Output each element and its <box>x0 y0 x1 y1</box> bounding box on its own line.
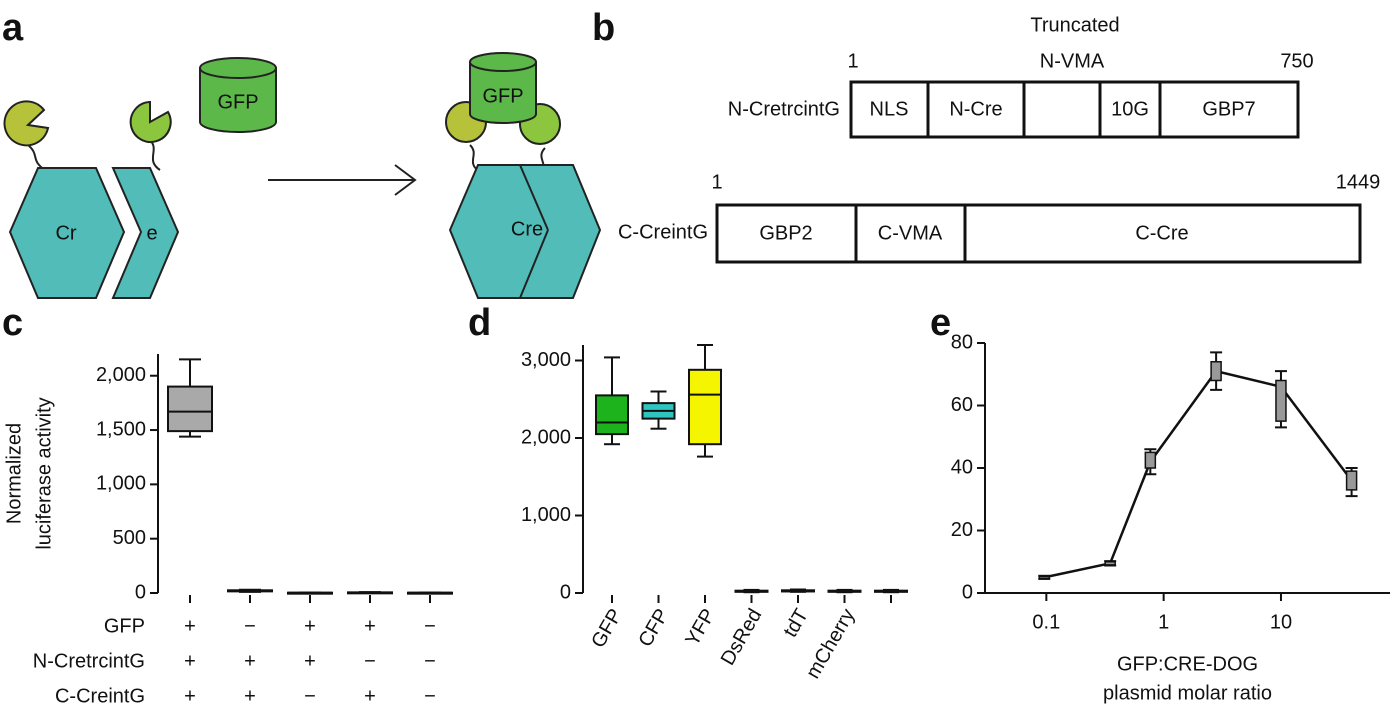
condition-sign: + <box>184 615 196 637</box>
y-tick-label: 2,000 <box>96 364 146 386</box>
series-line <box>1043 369 1353 579</box>
condition-sign: + <box>184 685 196 707</box>
condition-sign: + <box>244 650 256 672</box>
y-tick-label: 3,000 <box>521 349 571 371</box>
x-tick-label: CFP <box>634 605 673 651</box>
condition-sign: − <box>364 650 376 672</box>
y-tick-label: 40 <box>951 456 973 478</box>
protein-label: GFP <box>482 85 523 107</box>
panel-letter: c <box>2 302 23 344</box>
condition-name: GFP <box>104 615 145 637</box>
condition-sign: − <box>424 650 436 672</box>
segment: GBP2 <box>759 222 812 244</box>
protein-label: GFP <box>217 91 258 113</box>
segment: C-Cre <box>1135 222 1188 244</box>
y-tick-label: 0 <box>962 581 973 603</box>
fragment-label: Cr <box>55 222 76 244</box>
panel-letter: d <box>468 302 491 344</box>
box <box>1345 470 1358 491</box>
box <box>1038 575 1051 580</box>
y-tick-label: 2,000 <box>521 426 571 448</box>
box <box>1275 379 1287 422</box>
box <box>1210 361 1222 382</box>
position: 750 <box>1280 50 1313 72</box>
x-tick-label: 0.1 <box>1032 611 1060 633</box>
y-tick-label: 20 <box>951 519 973 541</box>
construct-row <box>849 80 1300 139</box>
y-axis-label: luciferase activity <box>33 397 55 549</box>
y-axis-label: Normalized <box>3 423 25 524</box>
box <box>167 385 213 433</box>
box <box>1104 561 1116 566</box>
box <box>595 394 629 436</box>
x-axis-label: plasmid molar ratio <box>1103 682 1272 704</box>
segment: NLS <box>870 98 909 120</box>
y-tick-label: 1,000 <box>96 473 146 495</box>
segment: 10G <box>1111 98 1149 120</box>
x-tick-label: tdT <box>779 605 813 641</box>
y-tick-label: 80 <box>951 331 973 353</box>
y-tick-label: 60 <box>951 394 973 416</box>
condition-sign: − <box>304 685 316 707</box>
y-tick-label: 500 <box>113 527 146 549</box>
x-tick-label: GFP <box>587 605 627 652</box>
condition-sign: + <box>304 650 316 672</box>
schematic-a <box>3 52 602 299</box>
x-tick-label: DsRed <box>717 605 767 669</box>
segment: GBP7 <box>1202 98 1255 120</box>
y-tick-label: 0 <box>135 581 146 603</box>
x-tick-label: 1 <box>1158 611 1169 633</box>
y-tick-label: 1,500 <box>96 418 146 440</box>
y-tick-label: 1,000 <box>521 504 571 526</box>
construct-name: N-CretrcintG <box>728 98 840 120</box>
construct-name: C-CreintG <box>618 221 708 243</box>
condition-sign: + <box>244 685 256 707</box>
condition-name: N-CretrcintG <box>33 650 145 672</box>
fragment-label: e <box>146 222 157 244</box>
condition-sign: − <box>424 615 436 637</box>
condition-sign: + <box>184 650 196 672</box>
annotation: N-VMA <box>1040 50 1105 72</box>
box <box>1144 451 1157 469</box>
condition-sign: − <box>424 685 436 707</box>
segment: N-Cre <box>949 98 1002 120</box>
y-tick-label: 0 <box>560 581 571 603</box>
panel-letter: e <box>930 302 951 344</box>
annotation: Truncated <box>1030 14 1119 36</box>
position: 1 <box>847 50 858 72</box>
panel-letter: b <box>592 7 615 49</box>
x-tick-label: 10 <box>1270 611 1292 633</box>
condition-sign: + <box>364 615 376 637</box>
construct-row <box>715 203 1362 264</box>
x-tick-label: YFP <box>681 605 720 650</box>
panel-letter: a <box>2 7 24 49</box>
x-axis-label: GFP:CRE-DOG <box>1117 653 1258 675</box>
segment: C-VMA <box>878 222 943 244</box>
condition-sign: + <box>304 615 316 637</box>
position: 1 <box>711 171 722 193</box>
position: 1449 <box>1336 171 1381 193</box>
condition-sign: − <box>244 615 256 637</box>
condition-sign: + <box>364 685 376 707</box>
complex-label: Cre <box>511 218 543 240</box>
box <box>688 368 722 446</box>
condition-name: C-CreintG <box>55 685 145 707</box>
